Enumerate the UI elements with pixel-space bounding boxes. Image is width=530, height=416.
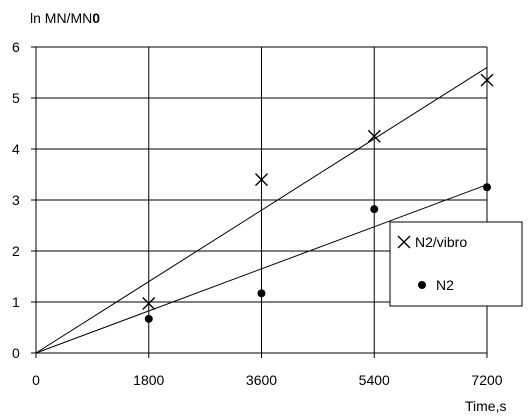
cross-marker-stroke [480, 73, 494, 87]
y-tick-label: 2 [12, 243, 20, 259]
dot-marker [257, 289, 266, 298]
plot-area [31, 47, 487, 358]
x-tick-label: 5400 [359, 372, 390, 388]
dot-marker [144, 314, 153, 323]
x-tick-label: 1800 [133, 372, 164, 388]
x-axis-title: Time,s [465, 398, 506, 414]
cross-marker-stroke [142, 297, 156, 311]
legend: N2/vibro N2 [389, 221, 523, 307]
y-tick-label: 5 [12, 90, 20, 106]
legend-cross-marker-stroke [397, 235, 411, 249]
y-tick-label: 3 [12, 192, 20, 208]
legend-label-n2: N2 [436, 277, 454, 293]
cross-marker [142, 297, 156, 311]
y-tick-label: 0 [12, 345, 20, 361]
x-tick-label: 3600 [246, 372, 277, 388]
y-tick-label: 1 [12, 294, 20, 310]
legend-box [389, 221, 523, 307]
cross-marker-stroke [255, 173, 268, 187]
trendline-series-1 [35, 184, 488, 354]
dot-marker [370, 205, 379, 214]
legend-dot-marker [418, 281, 426, 289]
y-axis-title: ln MN/MN0 [30, 10, 100, 26]
legend-item-n2: N2 [418, 277, 454, 293]
cross-marker [367, 129, 381, 143]
dot-marker [483, 183, 491, 192]
cross-marker [480, 73, 494, 87]
x-tick-label: 0 [32, 372, 40, 388]
trendline-series-0 [35, 66, 488, 354]
trendlines [35, 66, 488, 354]
data-markers [142, 73, 494, 323]
legend-label-n2-vibro: N2/vibro [415, 234, 467, 250]
cross-marker [255, 173, 268, 187]
grid [36, 46, 488, 353]
x-axis-ticks: 0 1800 3600 5400 7200 [32, 353, 503, 388]
y-tick-label: 4 [12, 141, 20, 157]
y-axis-ticks: 0 1 2 3 4 5 6 [12, 39, 36, 361]
legend-item-n2-vibro: N2/vibro [397, 234, 467, 250]
x-tick-label: 7200 [471, 372, 502, 388]
y-tick-label: 6 [12, 39, 20, 55]
cross-marker-stroke [367, 129, 381, 143]
